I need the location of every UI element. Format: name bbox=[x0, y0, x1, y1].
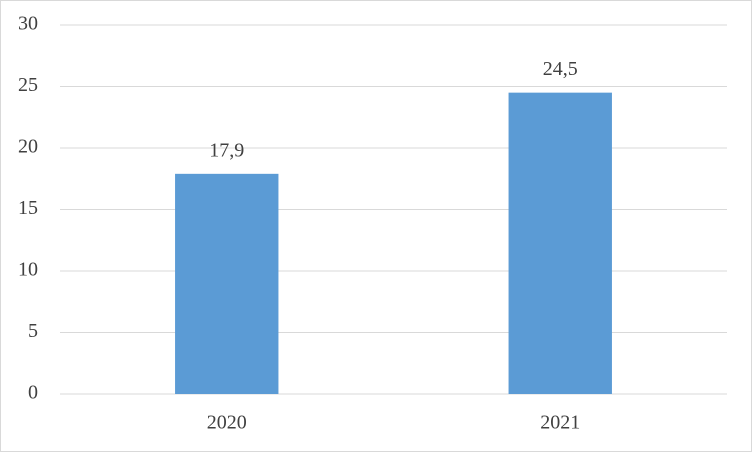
bar bbox=[175, 173, 279, 394]
data-label: 17,9 bbox=[209, 139, 244, 161]
y-tick-label: 0 bbox=[28, 382, 38, 404]
y-tick-label: 15 bbox=[18, 197, 38, 219]
x-tick-label: 2021 bbox=[540, 412, 580, 434]
data-label: 24,5 bbox=[543, 58, 578, 80]
y-tick-label: 30 bbox=[18, 13, 38, 35]
bar bbox=[508, 92, 612, 395]
x-tick-label: 2020 bbox=[207, 412, 247, 434]
y-tick-label: 20 bbox=[18, 136, 38, 158]
y-tick-label: 10 bbox=[18, 259, 38, 281]
y-tick-label: 25 bbox=[18, 74, 38, 96]
y-tick-label: 5 bbox=[28, 320, 38, 342]
